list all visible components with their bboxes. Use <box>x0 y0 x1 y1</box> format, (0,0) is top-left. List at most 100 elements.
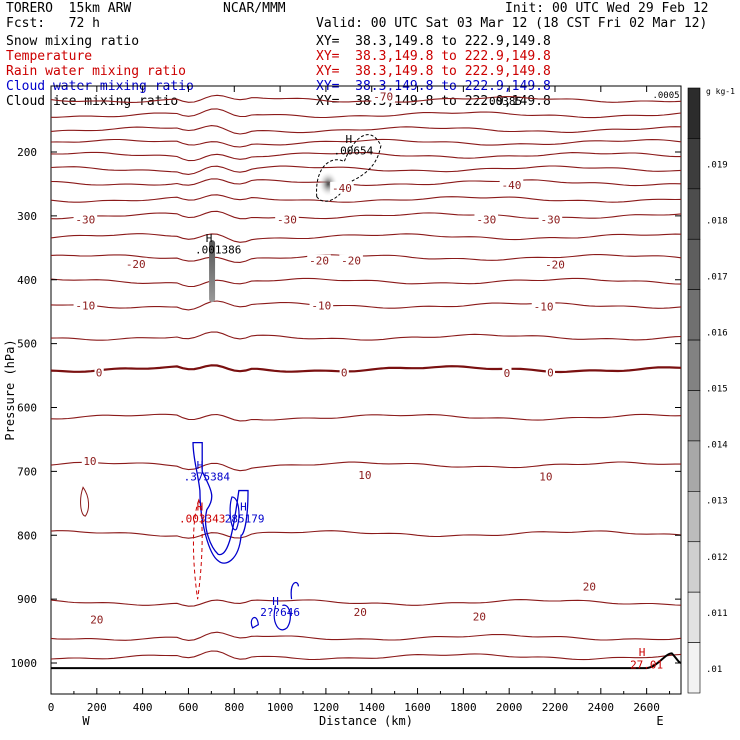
isotherm-line-m60 <box>50 125 682 135</box>
colorbar-swatch <box>687 138 701 190</box>
isotherm-label: 20 <box>90 614 103 627</box>
isotherm-label: 20 <box>583 580 596 593</box>
isotherm-label-bg <box>94 366 104 379</box>
colorbar-label: .011 <box>706 609 728 619</box>
colorbar-swatch <box>687 591 701 643</box>
isotherm-label-bg <box>123 257 148 270</box>
isotherm-line-m15 <box>50 277 682 288</box>
colorbar-unit: g kg-1 <box>706 87 735 96</box>
isotherm-label: 10 <box>83 455 96 468</box>
isotherm-label-bg <box>537 470 555 483</box>
colorbar-label: .019 <box>706 161 728 171</box>
isotherm-label: -10 <box>534 301 554 314</box>
isotherm-label: 10 <box>358 469 371 482</box>
x-tick-label: 1800 <box>450 701 477 714</box>
colorbar-label: .013 <box>706 497 728 507</box>
isotherm-label-bg <box>371 90 395 103</box>
y-tick-label: 1000 <box>11 657 38 670</box>
forecast-hour: Fcst: 72 h <box>6 16 100 31</box>
isotherm-label-bg <box>88 613 106 626</box>
isotherm-label: -20 <box>545 258 565 271</box>
x-tick-label: 2400 <box>588 701 615 714</box>
maximum-label: H <box>240 501 247 514</box>
isotherm-group <box>50 94 682 661</box>
isotherm-line-m10 <box>50 300 682 311</box>
colorbar-top-label: .0005 <box>652 91 679 101</box>
isotherm-label-bg <box>538 213 563 226</box>
isotherm-label-bg <box>339 366 349 379</box>
valid-time: Valid: 00 UTC Sat 03 Mar 12 (18 CST Fri … <box>316 16 708 31</box>
maximum-label: .375384 <box>184 470 231 483</box>
isotherm-label: 0 <box>341 366 348 379</box>
isotherm-line-m50 <box>50 151 681 162</box>
x-tick-label: 600 <box>179 701 199 714</box>
maximum-label: .00385 <box>482 95 522 108</box>
colorbar-label: .012 <box>706 553 728 563</box>
isotherm-line-m65 <box>51 108 682 119</box>
legend-cloud-ice-name: Cloud ice mixing ratio <box>6 94 179 109</box>
isotherm-label: -30 <box>277 214 297 227</box>
x-tick-label: 1400 <box>358 701 385 714</box>
colorbar-swatch <box>687 188 701 240</box>
x-tick-label: 200 <box>87 701 107 714</box>
maximum-label: .00654 <box>334 145 374 158</box>
colorbar-label: .018 <box>706 217 728 227</box>
init-time: Init: 00 UTC Wed 29 Feb 12 <box>505 1 709 16</box>
isotherm-closed-contour <box>80 486 90 517</box>
y-tick-label: 900 <box>17 593 37 606</box>
isotherm-line-5 <box>50 413 682 422</box>
isotherm-label-bg <box>356 469 374 482</box>
isotherm-line-m55 <box>50 138 682 148</box>
y-tick-label: 200 <box>17 146 37 159</box>
colorbar-swatch <box>687 491 701 543</box>
x-tick-label: 0 <box>48 701 55 714</box>
rain-water-contour <box>192 498 203 600</box>
isotherm-label-bg <box>581 580 598 593</box>
colorbar-label: .016 <box>706 329 728 339</box>
colorbar-label: .017 <box>706 273 728 283</box>
y-axis-label: Pressure (hPa) <box>3 339 17 440</box>
colorbar-swatch <box>687 339 701 391</box>
maximum-label: 285179 <box>225 513 265 526</box>
isotherm-line-m70 <box>50 94 682 103</box>
isotherm-label: -70 <box>373 90 393 103</box>
isotherm-line-m30 <box>50 210 682 220</box>
isotherm-line-20 <box>50 599 682 607</box>
x-tick-label: 2600 <box>633 701 660 714</box>
isotherm-line-25 <box>50 631 682 641</box>
colorbar-swatch <box>687 642 701 694</box>
cloud-ice-streak <box>209 240 216 303</box>
x-axis-label: Distance (km) <box>319 714 413 728</box>
isotherm-line-0 <box>50 364 682 374</box>
y-tick-label: 700 <box>17 465 37 478</box>
y-tick-label: 500 <box>17 338 37 351</box>
isotherm-label-bg <box>352 605 369 618</box>
y-tick-label: 300 <box>17 210 37 223</box>
x-tick-label: 1000 <box>267 701 294 714</box>
isotherm-label: -30 <box>476 214 496 227</box>
isotherm-label: 20 <box>473 610 486 623</box>
terrain-line <box>51 652 682 670</box>
legend-temperature-xy: XY= 38.3,149.8 to 222.9,149.8 <box>316 49 551 64</box>
x-tick-label: 1600 <box>404 701 431 714</box>
maximum-label: H <box>346 133 353 146</box>
isotherm-label: 0 <box>504 367 511 380</box>
isotherm-label-bg <box>474 213 499 226</box>
isotherm-label: -30 <box>540 214 560 227</box>
isotherm-label: -20 <box>341 255 361 268</box>
legend-rain-xy: XY= 38.3,149.8 to 222.9,149.8 <box>316 64 551 79</box>
isotherm-label-bg <box>499 179 524 192</box>
x-end-label-west: W <box>82 714 90 728</box>
isotherm-label-bg <box>531 300 556 313</box>
isotherm-label: -10 <box>75 299 95 312</box>
isotherm-label-bg <box>543 258 567 271</box>
isotherm-label: -40 <box>332 182 352 195</box>
colorbar-swatch <box>687 289 701 341</box>
x-tick-label: 1200 <box>313 701 340 714</box>
isotherm-label-bg <box>545 366 556 379</box>
y-tick-label: 400 <box>17 274 37 287</box>
isotherm-line-15 <box>50 530 682 539</box>
isotherm-label: -10 <box>311 299 331 312</box>
isotherm-label-bg <box>309 299 334 312</box>
